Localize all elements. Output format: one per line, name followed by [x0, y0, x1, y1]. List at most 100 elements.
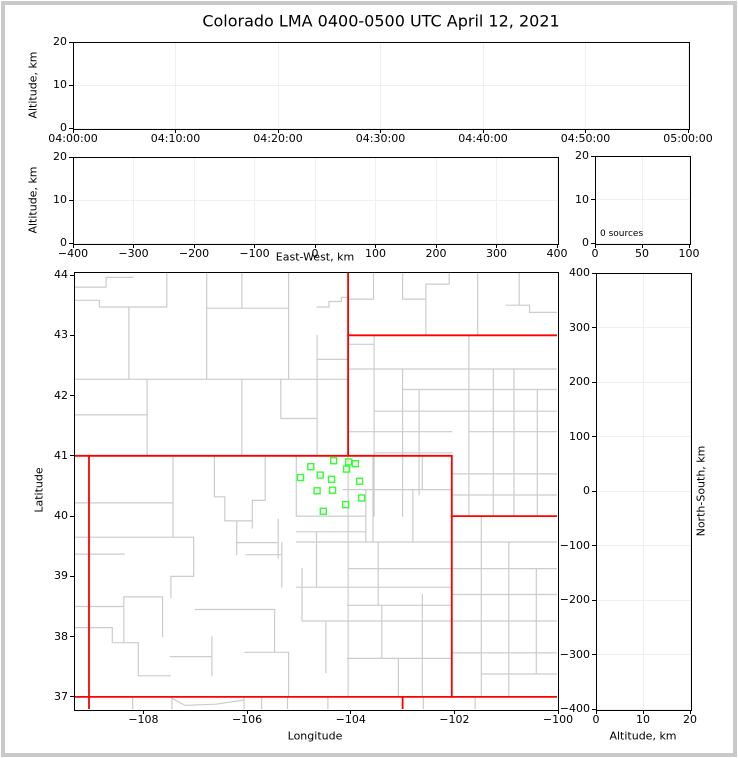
y-tick-mark — [69, 242, 73, 244]
y-tick-label: 20 — [575, 149, 589, 162]
x-tick-mark — [435, 244, 437, 248]
eastwest-panel-y-axis-label: Altitude, km — [26, 166, 40, 234]
y-tick-label: 400 — [569, 266, 590, 279]
y-tick-mark — [592, 654, 596, 655]
y-tick-mark — [592, 381, 596, 383]
x-tick-mark — [314, 244, 316, 248]
x-gridline — [689, 273, 691, 709]
y-tick-mark — [591, 242, 595, 244]
figure-title: Colorado LMA 0400-0500 UTC April 12, 202… — [202, 11, 560, 31]
x-tick-label: 04:00:00 — [48, 132, 98, 145]
x-tick-mark — [595, 710, 597, 714]
x-tick-mark — [72, 129, 74, 133]
eastwest-panel-x-axis-label: East-West, km — [275, 250, 355, 264]
altitude-time-panel — [73, 42, 690, 130]
y-tick-mark — [69, 199, 73, 201]
y-tick-mark — [592, 327, 596, 328]
y-tick-label: 39 — [54, 569, 68, 583]
x-tick-label: 10 — [636, 713, 650, 726]
y-tick-label: 0 — [583, 484, 590, 497]
y-tick-mark — [591, 155, 595, 157]
y-gridline — [596, 599, 690, 601]
x-gridline — [687, 42, 689, 128]
y-tick-label: 40 — [54, 509, 68, 523]
y-gridline — [596, 327, 690, 328]
y-tick-label: 38 — [54, 629, 68, 643]
x-tick-label: 200 — [425, 247, 447, 260]
y-tick-mark — [592, 490, 596, 492]
y-tick-label: 0 — [582, 236, 589, 249]
y-tick-mark — [69, 127, 73, 129]
y-tick-mark — [70, 334, 74, 336]
y-tick-mark — [69, 41, 73, 43]
x-tick-mark — [175, 129, 176, 133]
y-tick-label: 42 — [54, 388, 68, 402]
y-tick-mark — [592, 272, 596, 274]
x-tick-mark — [246, 710, 248, 714]
y-gridline — [73, 127, 688, 129]
y-gridline — [73, 242, 557, 244]
x-tick-mark — [482, 129, 484, 133]
x-tick-label: −200 — [178, 247, 210, 260]
y-gridline — [596, 708, 690, 710]
x-tick-label: 0 — [592, 713, 600, 726]
y-gridline — [73, 84, 688, 86]
y-tick-label: −300 — [559, 647, 590, 661]
x-tick-mark — [688, 244, 690, 248]
x-tick-label: 05:00:00 — [663, 132, 713, 145]
x-tick-mark — [254, 244, 255, 248]
y-tick-mark — [592, 545, 596, 546]
y-tick-mark — [70, 515, 74, 517]
x-tick-mark — [277, 129, 279, 133]
x-tick-mark — [380, 129, 381, 133]
y-tick-label: 20 — [53, 35, 67, 48]
y-tick-label: −400 — [559, 702, 590, 715]
x-tick-mark — [585, 129, 586, 133]
x-tick-mark — [642, 710, 644, 714]
x-tick-mark — [689, 710, 691, 714]
y-tick-mark — [70, 636, 74, 638]
y-tick-mark — [592, 599, 596, 601]
y-gridline — [596, 545, 690, 546]
x-tick-mark — [594, 244, 596, 248]
x-tick-mark — [687, 129, 689, 133]
x-tick-label: 100 — [365, 247, 386, 260]
x-tick-label: −300 — [118, 247, 149, 260]
y-tick-label: 44 — [54, 268, 68, 281]
x-tick-label: 50 — [635, 247, 649, 260]
y-tick-label: 0 — [60, 121, 67, 134]
y-tick-mark — [70, 274, 74, 276]
source-count-panel — [595, 156, 691, 245]
x-tick-label: 400 — [546, 247, 568, 260]
y-tick-label: 41 — [54, 448, 68, 462]
x-tick-label: −100 — [542, 713, 574, 726]
northsouth-panel-right-axis-label: North-South, km — [694, 445, 708, 537]
x-tick-mark — [133, 244, 134, 248]
y-tick-mark — [592, 436, 596, 437]
x-tick-label: −102 — [439, 713, 470, 726]
y-gridline — [596, 381, 690, 383]
y-tick-mark — [69, 84, 73, 86]
x-gridline — [556, 157, 558, 243]
x-tick-label: −100 — [239, 247, 270, 260]
x-tick-mark — [556, 244, 558, 248]
y-tick-label: −200 — [559, 593, 590, 606]
source-count-annotation: 0 sources — [600, 229, 644, 239]
y-gridline — [596, 654, 690, 655]
y-tick-label: 43 — [54, 328, 68, 342]
x-tick-label: 04:40:00 — [458, 132, 508, 145]
x-tick-label: −104 — [335, 713, 366, 726]
y-tick-label: 300 — [569, 320, 590, 334]
x-tick-mark — [453, 710, 455, 714]
y-gridline — [596, 490, 690, 492]
x-tick-label: −106 — [231, 713, 263, 726]
y-tick-label: 37 — [54, 689, 68, 703]
x-tick-mark — [72, 244, 74, 248]
x-tick-mark — [375, 244, 376, 248]
x-tick-label: −400 — [57, 247, 89, 260]
y-tick-mark — [69, 156, 73, 158]
y-tick-label: 20 — [53, 150, 67, 163]
y-tick-label: 100 — [569, 429, 590, 443]
x-tick-label: 300 — [486, 247, 507, 260]
